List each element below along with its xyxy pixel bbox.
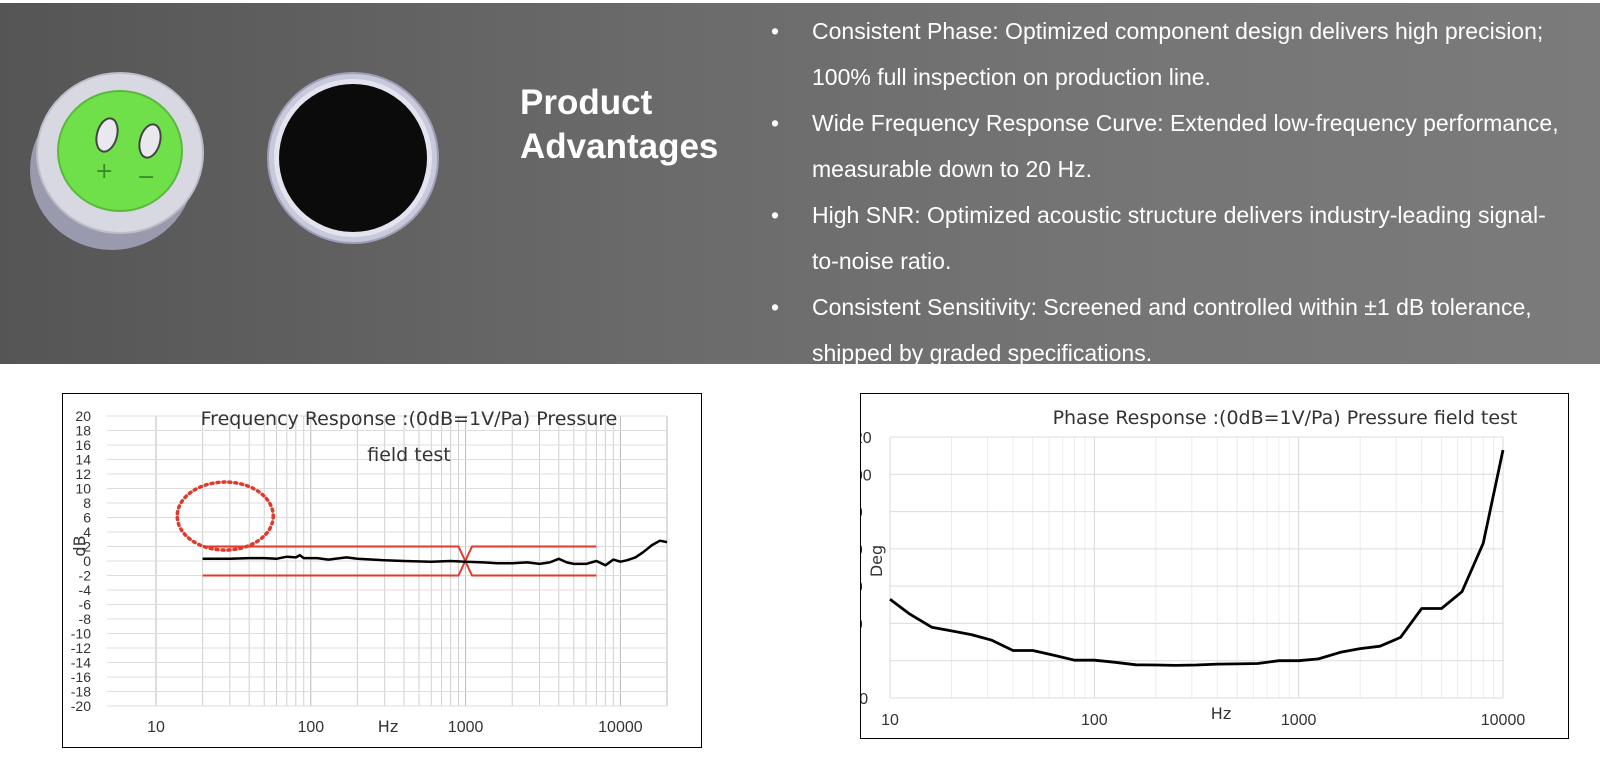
bullet-icon: •	[771, 18, 780, 44]
chart-title-line-1: Frequency Response :(0dB=1V/Pa) Pressure	[201, 408, 618, 430]
y-tick-label: -12	[71, 640, 91, 656]
y-tick-label: 16	[75, 437, 91, 453]
banner-title: Product Advantages	[520, 83, 719, 166]
capsule-minus-mark: −	[137, 165, 155, 190]
y-tick-label: -6	[79, 597, 92, 613]
x-tick-label: 10	[147, 719, 165, 736]
capsule-plus-mark: +	[95, 159, 113, 184]
y-tick-label: 8	[83, 495, 91, 511]
y-tick-label: -20	[71, 698, 91, 714]
y-axis-label: dB	[70, 535, 89, 556]
x-axis-label: Hz	[378, 717, 398, 736]
y-tick-label: 12	[75, 466, 91, 482]
y-tick-label: 20	[75, 408, 91, 424]
frequency-response-plot: Hz dB -20-18-16-14-12-10-8-6-4-202468101…	[70, 408, 668, 736]
bullet-icon: •	[771, 294, 780, 320]
y-tick-label: -2	[79, 568, 92, 584]
frequency-response-chart: Hz dB -20 -18 -16 -14 -12 -10 -8 -6 -4 -2 0 2 4 6 8 10 1…	[62, 393, 702, 748]
x-tick-label: 10000	[598, 719, 643, 736]
advantages-list: • Consistent Phase: Optimized component …	[760, 8, 1560, 376]
y-tick-label: -20	[861, 691, 868, 708]
advantage-item-consistent-phase: • Consistent Phase: Optimized component …	[760, 8, 1560, 100]
y-tick-label: 20	[861, 616, 863, 633]
advantage-text: Consistent Sensitivity: Screened and con…	[812, 294, 1532, 366]
x-tick-label: 100	[297, 719, 324, 736]
capsule-back-icon	[267, 72, 439, 244]
advantage-item-consistent-sensitivity: • Consistent Sensitivity: Screened and c…	[760, 284, 1560, 376]
advantage-item-high-snr: • High SNR: Optimized acoustic structure…	[760, 192, 1560, 284]
bullet-icon: •	[771, 202, 780, 228]
y-tick-label: -10	[71, 626, 91, 642]
y-tick-label: 2	[83, 539, 91, 555]
x-tick-label: 1000	[1281, 712, 1317, 729]
x-axis-label: Hz	[1211, 704, 1231, 723]
y-tick-label: 4	[83, 524, 91, 540]
advantage-text: Consistent Phase: Optimized component de…	[812, 18, 1544, 90]
chart-title-line-2: field test	[367, 444, 451, 466]
bullet-icon: •	[771, 110, 780, 136]
advantage-text: Wide Frequency Response Curve: Extended …	[812, 110, 1559, 182]
y-tick-label: -18	[71, 684, 91, 700]
y-tick-label: 18	[75, 423, 91, 439]
y-tick-label: -4	[79, 582, 92, 598]
y-axis-label: Deg	[867, 545, 886, 577]
x-tick-label: 10000	[1481, 712, 1526, 729]
y-tick-label: 100	[861, 467, 872, 484]
x-tick-label: 10	[881, 712, 899, 729]
y-tick-label: -14	[71, 655, 91, 671]
y-tick-label: 10	[75, 481, 91, 497]
y-tick-label: 60	[861, 542, 863, 559]
low-frequency-highlight	[175, 480, 275, 552]
y-tick-label: -8	[79, 611, 92, 627]
response-curve	[202, 539, 668, 567]
y-tick-label: 6	[83, 510, 91, 526]
advantage-text: High SNR: Optimized acoustic structure d…	[812, 202, 1546, 274]
y-tick-label: 80	[861, 505, 863, 522]
phase-response-chart: Hz Deg -2002040608010012010100100010000P…	[860, 393, 1569, 739]
y-tick-label: 14	[75, 452, 91, 468]
y-tick-label: 120	[861, 430, 872, 447]
x-tick-label: 1000	[448, 719, 484, 736]
microphone-capsule-images: + −	[30, 72, 439, 250]
chart-title: Phase Response :(0dB=1V/Pa) Pressure fie…	[1053, 407, 1518, 429]
capsule-front-icon: + −	[30, 72, 204, 250]
response-curve	[889, 449, 1505, 667]
y-tick-label: 40	[861, 579, 863, 596]
phase-response-plot: Hz Deg -2002040608010012010100100010000P…	[861, 407, 1526, 729]
product-advantages-banner: + − Product Advantages • Consistent Phas…	[0, 3, 1600, 366]
advantage-item-wide-frequency: • Wide Frequency Response Curve: Extende…	[760, 100, 1560, 192]
y-tick-label: -16	[71, 669, 91, 685]
y-tick-label: 0	[83, 553, 91, 569]
x-tick-label: 100	[1081, 712, 1108, 729]
